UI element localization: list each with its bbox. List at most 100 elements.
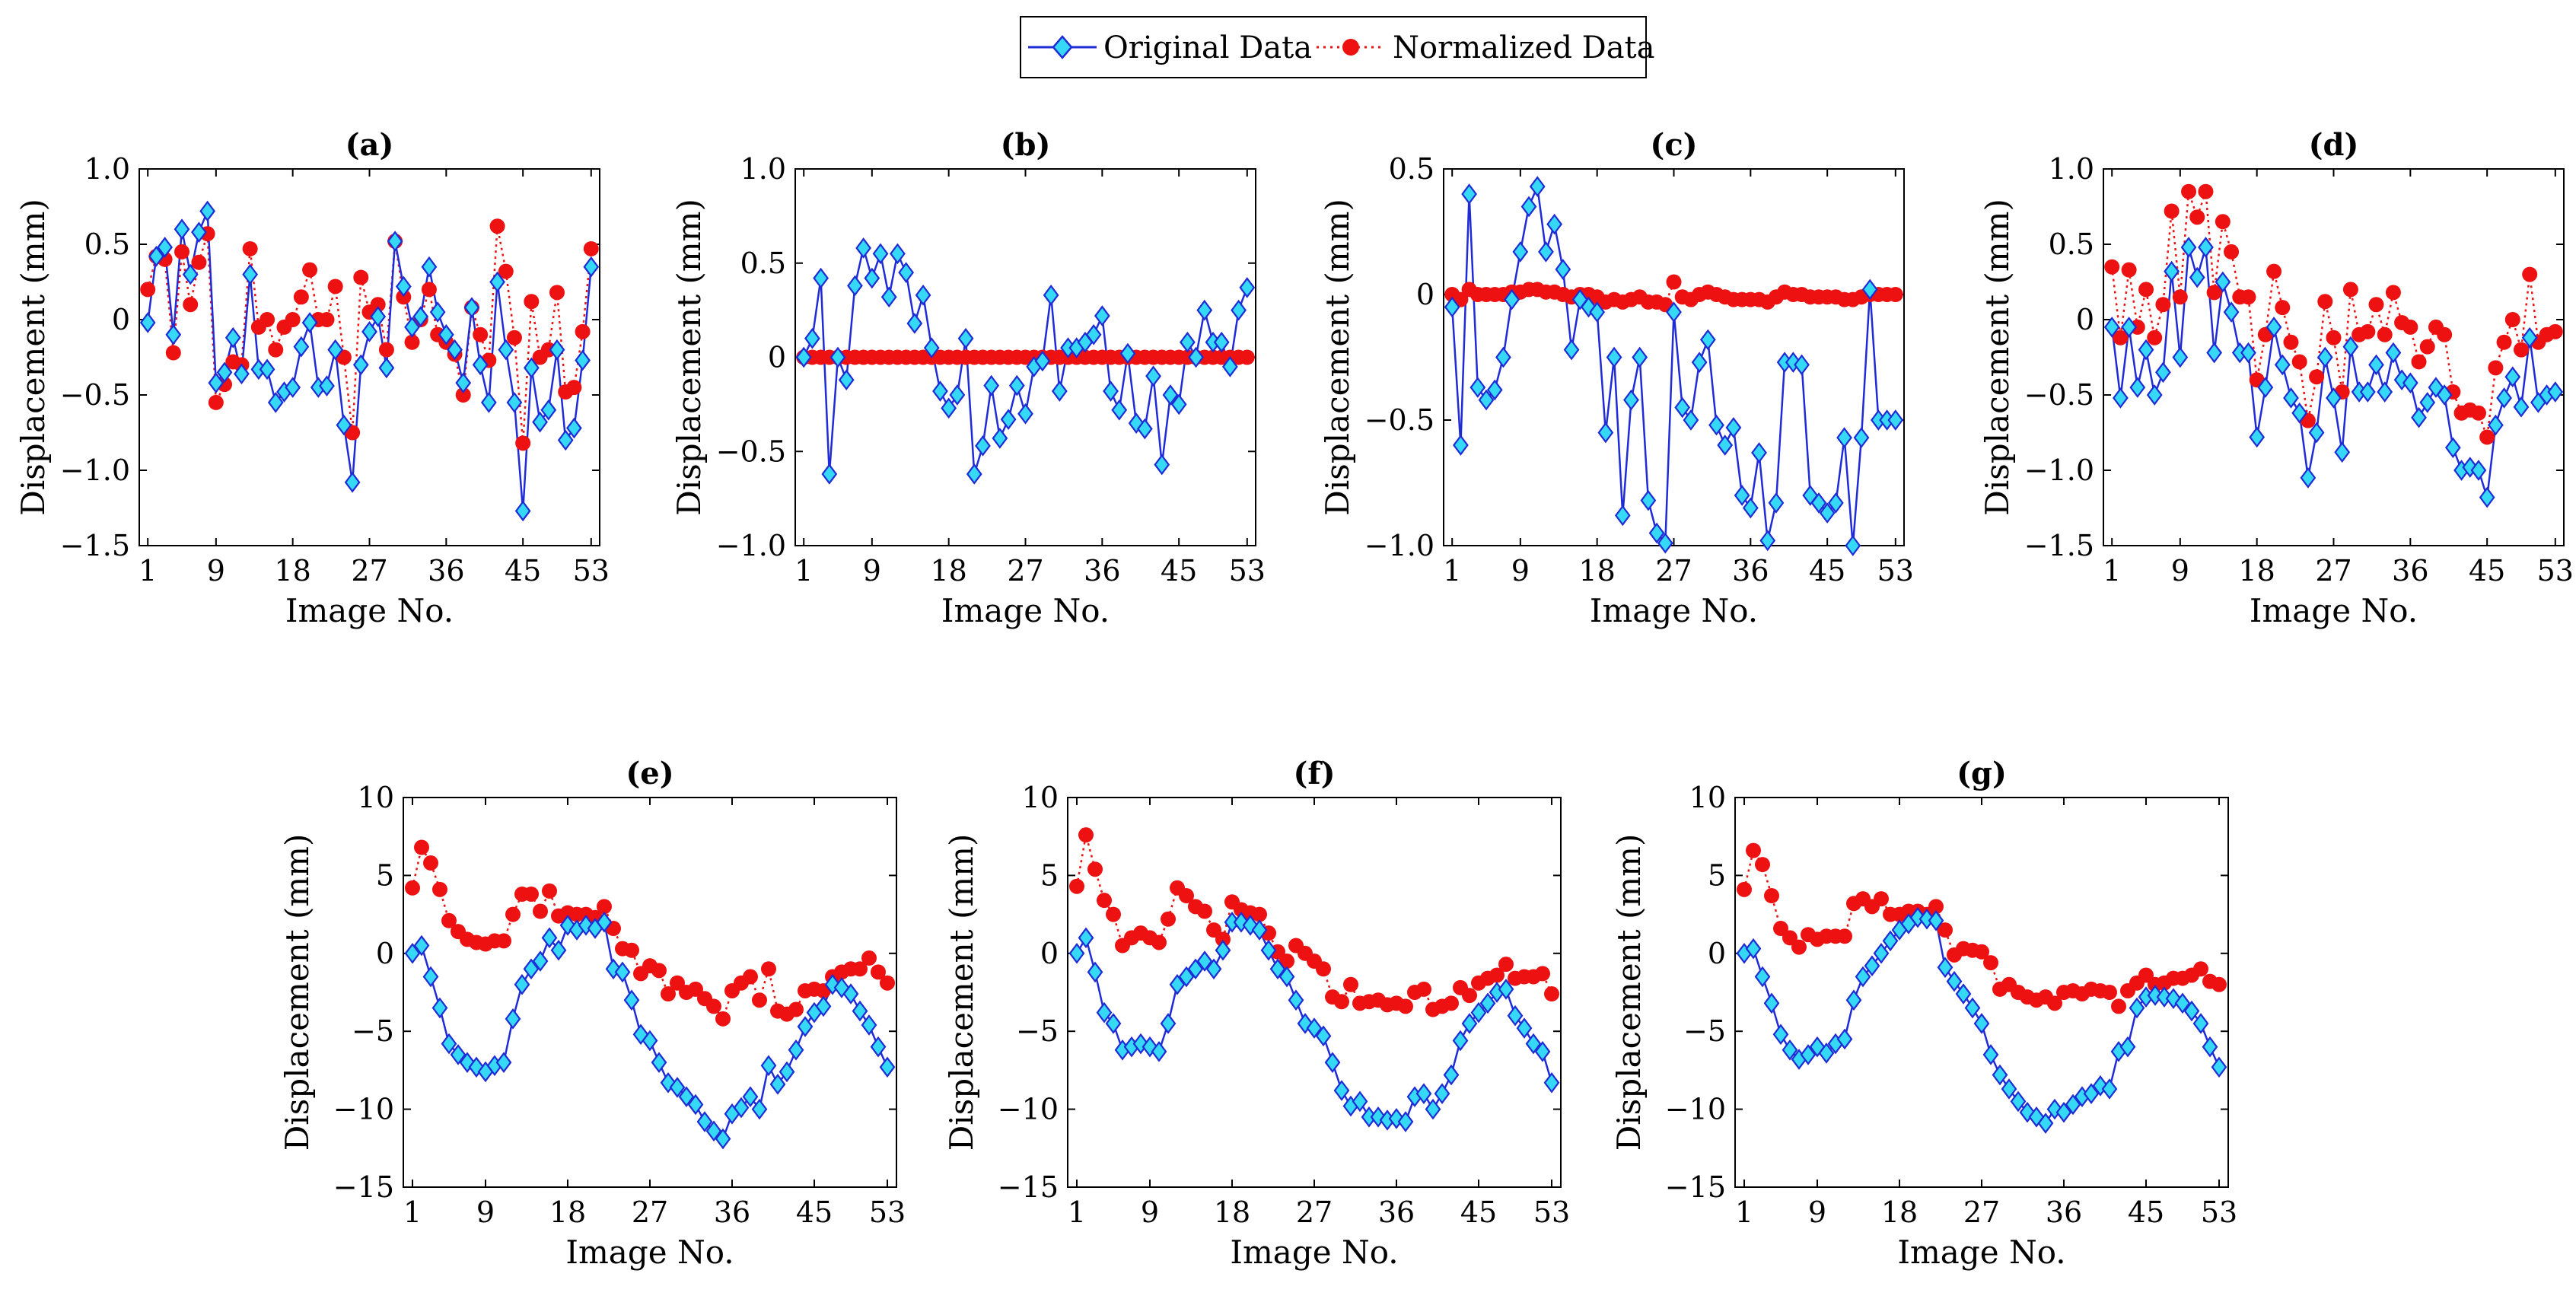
normalized-point-b xyxy=(1239,349,1255,365)
original-point-c xyxy=(1614,505,1631,527)
normalized-point-g xyxy=(1746,842,1761,858)
original-point-e xyxy=(769,1073,786,1095)
x-tick-label-c: 27 xyxy=(1655,554,1692,587)
original-point-g xyxy=(1800,1044,1817,1065)
original-point-c xyxy=(1759,530,1776,552)
original-point-e xyxy=(651,1052,667,1073)
y-tick-label-e: −15 xyxy=(333,1170,394,1204)
original-point-f xyxy=(1278,966,1295,988)
x-tick-label-e: 18 xyxy=(549,1196,586,1229)
normalized-point-d xyxy=(2377,326,2393,342)
normalized-point-d xyxy=(2147,330,2163,345)
original-point-d xyxy=(2513,396,2530,418)
original-point-c xyxy=(1495,346,1511,368)
normalized-point-a xyxy=(165,345,181,361)
original-point-a xyxy=(174,218,190,240)
original-point-d xyxy=(2385,342,2402,364)
x-tick-label-c: 53 xyxy=(1877,554,1914,587)
original-point-a xyxy=(532,411,548,433)
original-point-b xyxy=(838,369,855,391)
original-point-b xyxy=(1239,277,1256,298)
original-point-f xyxy=(1352,1090,1368,1113)
y-tick-label-e: −5 xyxy=(352,1014,394,1048)
original-point-e xyxy=(596,912,613,933)
x-tick-label-f: 27 xyxy=(1296,1196,1333,1229)
original-point-c xyxy=(1538,241,1554,263)
original-point-e xyxy=(678,1086,695,1108)
y-tick-label-g: −10 xyxy=(1665,1093,1726,1126)
panels: −1.5 −1.0 −0.5 0 0.5 1.0 1 9 18 27 36 45 53 (a) Image … xyxy=(14,127,2574,1271)
x-tick-label-c: 36 xyxy=(1732,554,1769,587)
original-point-d xyxy=(2547,381,2564,403)
original-point-e xyxy=(614,961,631,983)
x-tick-label-b: 18 xyxy=(930,554,966,587)
original-point-g xyxy=(2211,1056,2227,1078)
normalized-point-a xyxy=(353,269,369,285)
original-point-c xyxy=(1674,396,1691,419)
original-point-a xyxy=(344,472,361,493)
original-point-g xyxy=(2174,992,2191,1014)
original-point-b xyxy=(1145,365,1161,387)
original-point-f xyxy=(1087,961,1103,983)
normalized-point-c xyxy=(1887,287,1903,302)
original-point-d xyxy=(2368,354,2384,376)
panel-title-e: (e) xyxy=(626,756,673,791)
normalized-point-g xyxy=(1764,888,1779,904)
original-point-d xyxy=(2138,339,2154,361)
y-tick-label-f: 5 xyxy=(1040,858,1059,892)
original-point-g xyxy=(2037,1113,2054,1134)
normalized-point-a xyxy=(473,326,489,342)
original-point-b xyxy=(1154,454,1170,476)
x-tick-label-c: 45 xyxy=(1809,554,1845,587)
original-point-d xyxy=(2249,426,2266,448)
original-point-b xyxy=(1008,374,1025,396)
original-point-e xyxy=(532,950,549,972)
original-point-b xyxy=(804,327,820,349)
original-point-e xyxy=(404,942,421,964)
original-point-d xyxy=(2189,266,2205,288)
original-point-e xyxy=(696,1111,713,1132)
normalized-point-d xyxy=(2504,312,2520,327)
y-tick-label-e: 0 xyxy=(376,937,394,970)
original-point-g xyxy=(1845,989,1862,1011)
original-point-g xyxy=(1782,1039,1798,1061)
normalized-point-e xyxy=(533,903,548,919)
y-tick-label-d: 0.5 xyxy=(2049,228,2094,261)
plot-frame-c xyxy=(1443,168,1905,546)
x-tick-label-g: 53 xyxy=(2201,1196,2237,1229)
original-point-b xyxy=(949,384,966,406)
original-point-d xyxy=(2470,460,2487,481)
y-tick-label-g: 5 xyxy=(1708,858,1726,892)
original-point-c xyxy=(1657,532,1673,554)
y-tick-label-f: −10 xyxy=(998,1093,1059,1126)
y-tick-label-c: −1.0 xyxy=(1364,529,1434,562)
y-tick-label-a: −1.0 xyxy=(60,454,130,487)
normalized-point-f xyxy=(1343,976,1358,992)
original-point-c xyxy=(1623,389,1639,411)
original-point-a xyxy=(336,414,352,436)
normalized-point-g xyxy=(1737,881,1752,897)
normalized-point-e xyxy=(670,975,685,991)
original-point-a xyxy=(148,246,164,267)
original-point-c xyxy=(1632,346,1648,368)
normalized-point-d xyxy=(2309,369,2325,385)
original-point-g xyxy=(1836,1028,1853,1050)
original-point-c xyxy=(1640,489,1657,511)
normalized-point-g xyxy=(2111,998,2126,1014)
original-point-a xyxy=(285,377,301,398)
original-point-f xyxy=(1543,1071,1560,1094)
original-point-a xyxy=(157,237,173,258)
original-point-e xyxy=(642,1030,658,1052)
x-tick-label-g: 9 xyxy=(1808,1196,1826,1229)
original-point-g xyxy=(2183,1000,2200,1022)
original-point-d xyxy=(2240,342,2256,364)
normalized-point-f xyxy=(1489,967,1505,983)
normalized-point-e xyxy=(496,933,511,949)
x-axis-title-b: Image No. xyxy=(941,592,1110,629)
x-tick-label-a: 36 xyxy=(428,554,464,587)
original-point-a xyxy=(480,392,497,413)
original-point-e xyxy=(450,1044,466,1065)
y-axis-title-b: Displacement (mm) xyxy=(670,199,708,516)
original-point-b xyxy=(890,243,906,265)
y-tick-label-d: 0 xyxy=(2076,303,2094,336)
